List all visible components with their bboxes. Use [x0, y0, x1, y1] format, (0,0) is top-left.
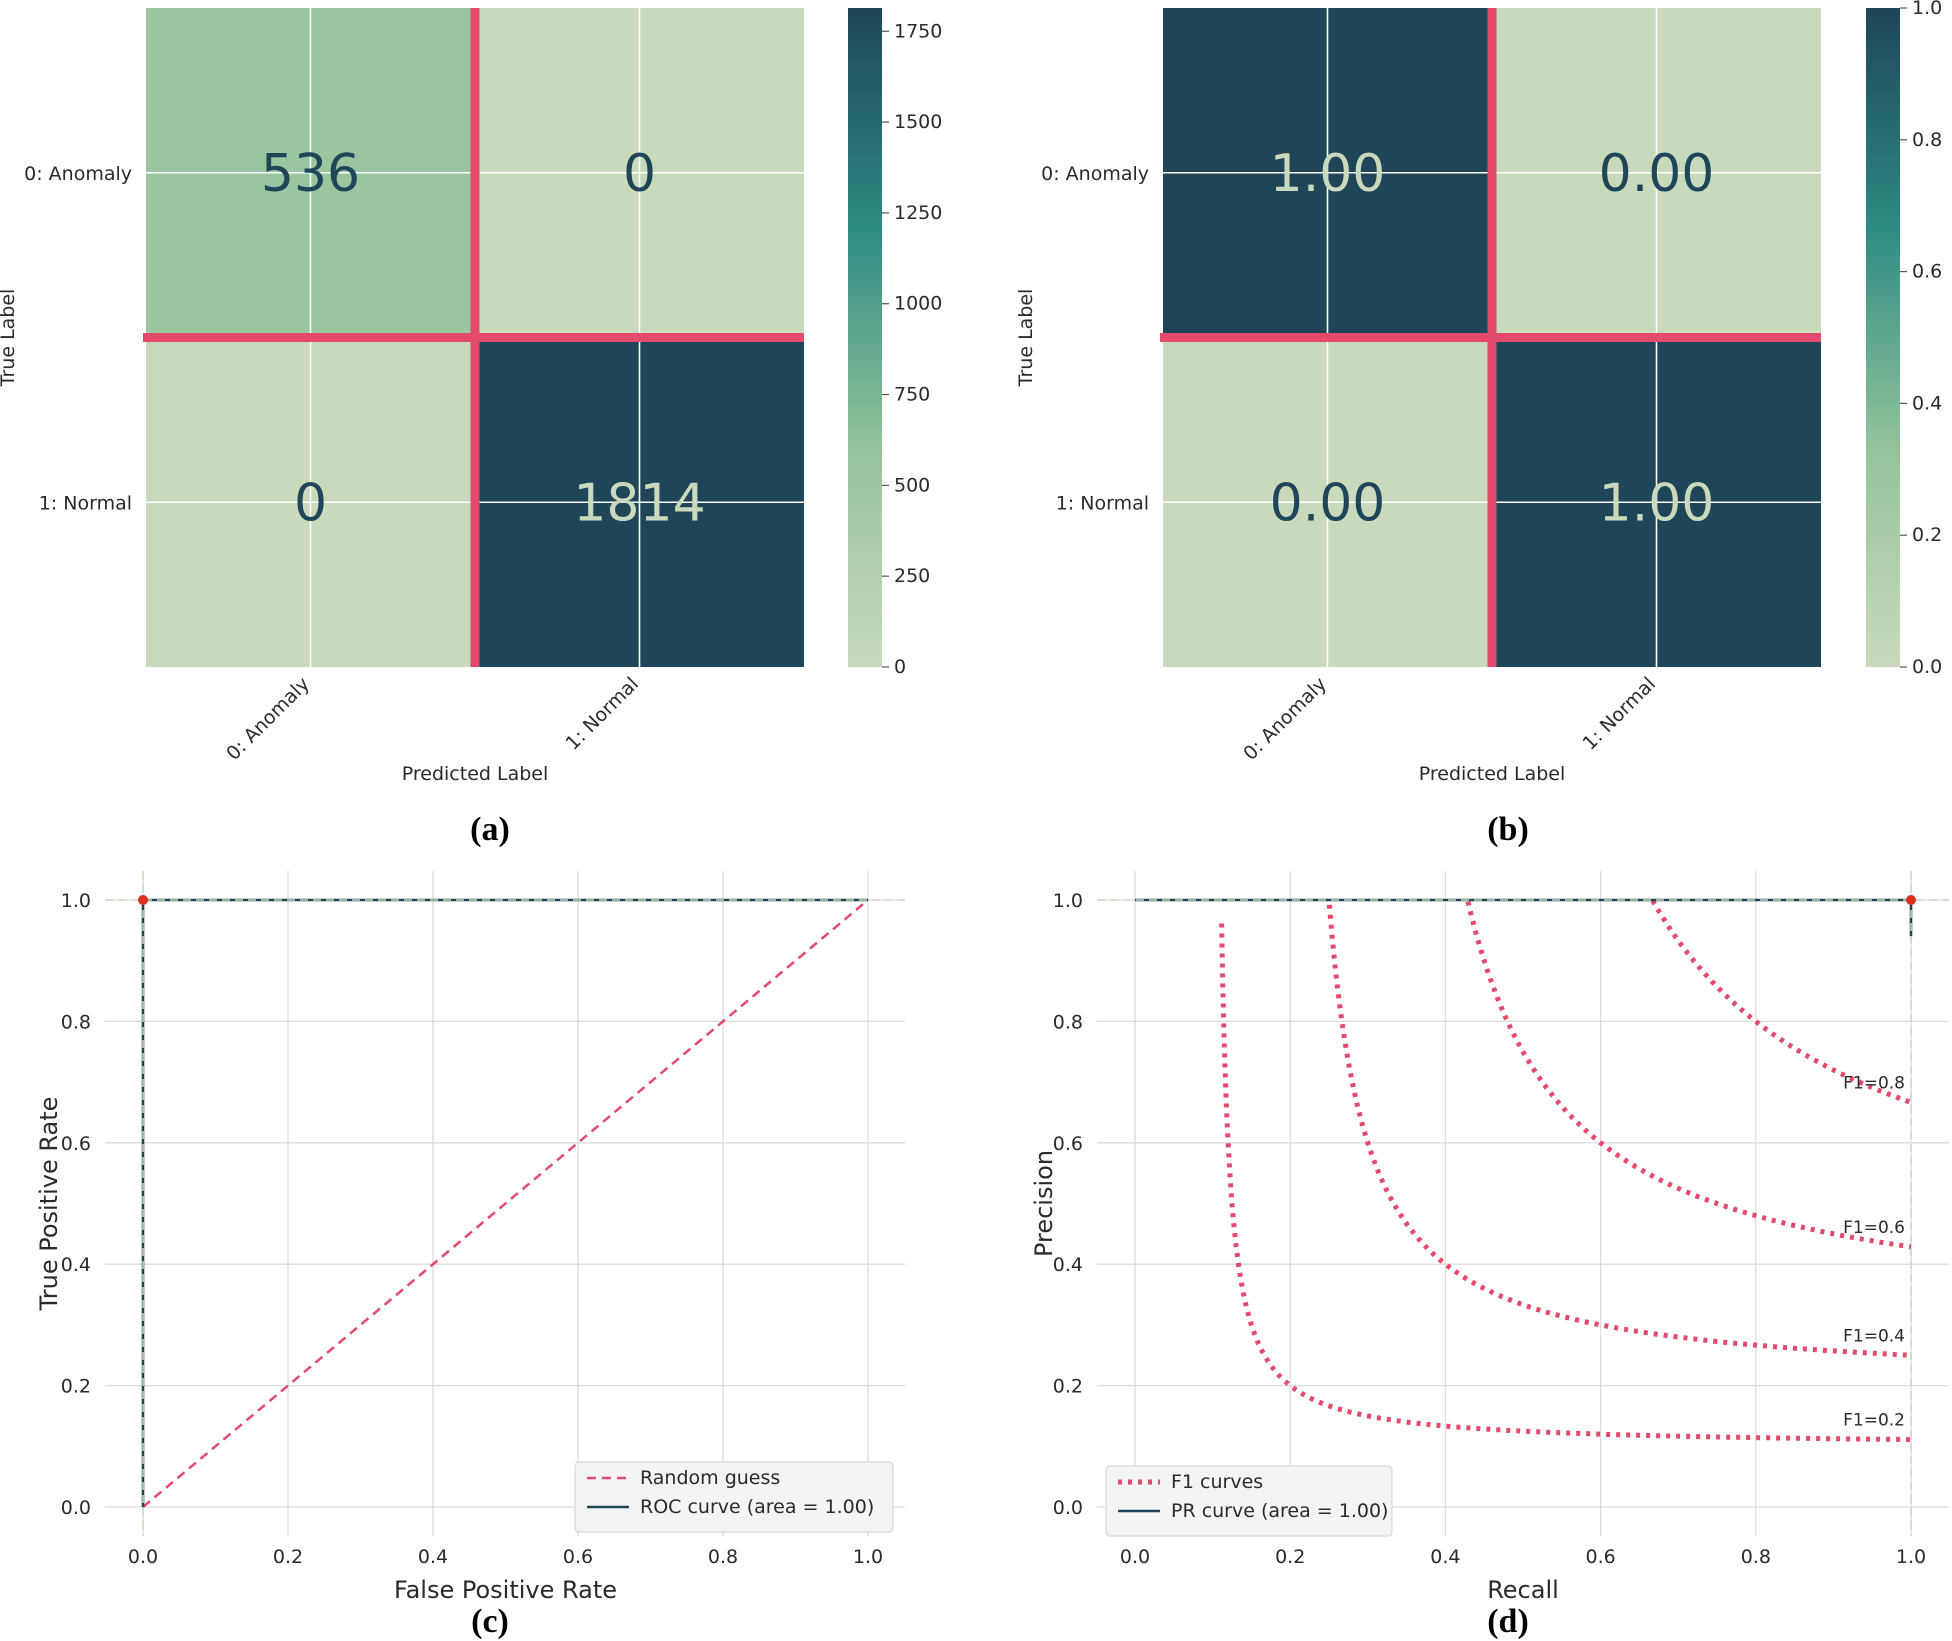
y-axis-label: True Positive Rate	[35, 1097, 63, 1312]
f1-curve	[1219, 923, 1912, 1443]
y-tick-label: 0.6	[1053, 1133, 1083, 1155]
y-axis-label: True Label	[1015, 289, 1037, 388]
colorbar-tick-label: 0.6	[1912, 261, 1942, 283]
y-tick-label: 0.2	[61, 1376, 91, 1398]
col-label: 0: Anomaly	[1239, 673, 1331, 765]
line-chart-2: 0.0 0.2 0.4 0.6 0.8 1.0 0.0 0.2 0.4 0.6 0.8 1.0 Fals…	[35, 871, 905, 1604]
colorbar	[848, 8, 882, 667]
x-tick-label: 0.2	[1275, 1546, 1305, 1568]
cell-value: 1814	[573, 473, 705, 533]
colorbar	[1866, 8, 1900, 667]
col-label: 1: Normal	[1579, 673, 1661, 755]
x-tick-label: 0.6	[563, 1546, 593, 1568]
f1-curve-label: F1=0.4	[1843, 1326, 1905, 1346]
legend-box	[1105, 1465, 1393, 1537]
x-tick-label: 1.0	[853, 1546, 883, 1568]
f1-curve	[1650, 898, 1912, 1105]
f1-curve-label: F1=0.8	[1843, 1073, 1905, 1093]
colorbar-tick-label: 0.8	[1912, 129, 1942, 151]
x-axis-label: Recall	[1487, 1576, 1559, 1604]
random-guess-line	[142, 899, 869, 1508]
y-tick-label: 0.4	[1053, 1254, 1083, 1276]
cell-value: 0.00	[1599, 144, 1715, 204]
colorbar-tick-label: 500	[894, 474, 930, 496]
legend-label: Random guess	[640, 1467, 780, 1489]
x-tick-label: 0.6	[1585, 1546, 1615, 1568]
colorbar-tick-label: 0.4	[1912, 392, 1942, 414]
confusion-matrix-1: 1.00 0.00 0.00 1.00 0: Anomaly 1: Normal 0: An…	[1015, 0, 1942, 785]
y-axis-label: Precision	[1030, 1150, 1058, 1257]
y-tick-label: 0.2	[1053, 1376, 1083, 1398]
colorbar-tick-label: 1.0	[1912, 0, 1942, 19]
legend: Random guess ROC curve (area = 1.00)	[574, 1461, 894, 1533]
legend-box	[574, 1461, 894, 1533]
legend-label: PR curve (area = 1.00)	[1171, 1500, 1388, 1522]
cell-value: 0	[623, 144, 656, 204]
legend-label: F1 curves	[1171, 1471, 1263, 1493]
cell-value: 1.00	[1270, 144, 1386, 204]
legend-label: ROC curve (area = 1.00)	[640, 1496, 874, 1518]
colorbar-tick-label: 750	[894, 384, 930, 406]
panel-label: (d)	[1487, 1603, 1529, 1640]
colorbar-tick-label: 0	[894, 656, 906, 678]
x-axis-label: Predicted Label	[402, 763, 549, 785]
x-tick-label: 0.2	[273, 1546, 303, 1568]
f1-curve	[1326, 904, 1912, 1358]
x-axis-label: False Positive Rate	[394, 1576, 617, 1604]
row-label: 0: Anomaly	[24, 163, 132, 185]
col-label: 0: Anomaly	[222, 673, 314, 765]
panel-label: (c)	[471, 1603, 509, 1640]
row-label: 1: Normal	[1056, 492, 1149, 514]
cell-value: 536	[261, 144, 360, 204]
legend: F1 curves PR curve (area = 1.00)	[1105, 1465, 1393, 1537]
f1-curve-label: F1=0.6	[1843, 1218, 1905, 1238]
y-tick-label: 0.4	[61, 1254, 91, 1276]
y-tick-label: 0.8	[61, 1011, 91, 1033]
cell-value: 0.00	[1270, 473, 1386, 533]
row-label: 1: Normal	[39, 492, 132, 514]
y-tick-label: 0.0	[61, 1497, 91, 1519]
y-axis-label: True Label	[0, 289, 19, 388]
x-tick-label: 0.4	[1430, 1546, 1460, 1568]
colorbar-tick-label: 1750	[894, 20, 942, 42]
x-tick-label: 0.4	[418, 1546, 448, 1568]
f1-curve-label: F1=0.2	[1843, 1411, 1905, 1431]
cell-value: 1.00	[1599, 473, 1715, 533]
x-tick-label: 1.0	[1896, 1546, 1926, 1568]
colorbar-tick-label: 1250	[894, 202, 942, 224]
x-tick-label: 0.8	[1741, 1546, 1771, 1568]
panel-label: (a)	[470, 811, 510, 848]
optimal-point-marker	[1906, 895, 1916, 905]
curve-line	[1135, 898, 1913, 937]
y-tick-label: 0.8	[1053, 1011, 1083, 1033]
x-tick-label: 0.0	[1120, 1546, 1150, 1568]
colorbar-tick-label: 0.0	[1912, 656, 1942, 678]
optimal-point-marker	[138, 895, 148, 905]
colorbar-tick-label: 0.2	[1912, 524, 1942, 546]
x-tick-label: 0.0	[128, 1546, 158, 1568]
confusion-matrix-0: 536 0 0 1814 0: Anomaly 1: Normal 0: Anomaly 1:…	[0, 8, 942, 785]
line-chart-3: 0.0 0.2 0.4 0.6 0.8 1.0 0.0 0.2 0.4 0.6 0.8 1.0 Reca…	[1030, 871, 1949, 1604]
cell-value: 0	[294, 473, 327, 533]
colorbar-tick-label: 1000	[894, 293, 942, 315]
y-tick-label: 1.0	[1053, 890, 1083, 912]
y-tick-label: 0.0	[1053, 1497, 1083, 1519]
colorbar-tick-label: 1500	[894, 111, 942, 133]
panel-label: (b)	[1487, 811, 1529, 848]
row-label: 0: Anomaly	[1041, 163, 1149, 185]
y-tick-label: 1.0	[61, 890, 91, 912]
y-tick-label: 0.6	[61, 1133, 91, 1155]
col-label: 1: Normal	[562, 673, 644, 755]
colorbar-tick-label: 250	[894, 565, 930, 587]
x-tick-label: 0.8	[708, 1546, 738, 1568]
x-axis-label: Predicted Label	[1419, 763, 1566, 785]
